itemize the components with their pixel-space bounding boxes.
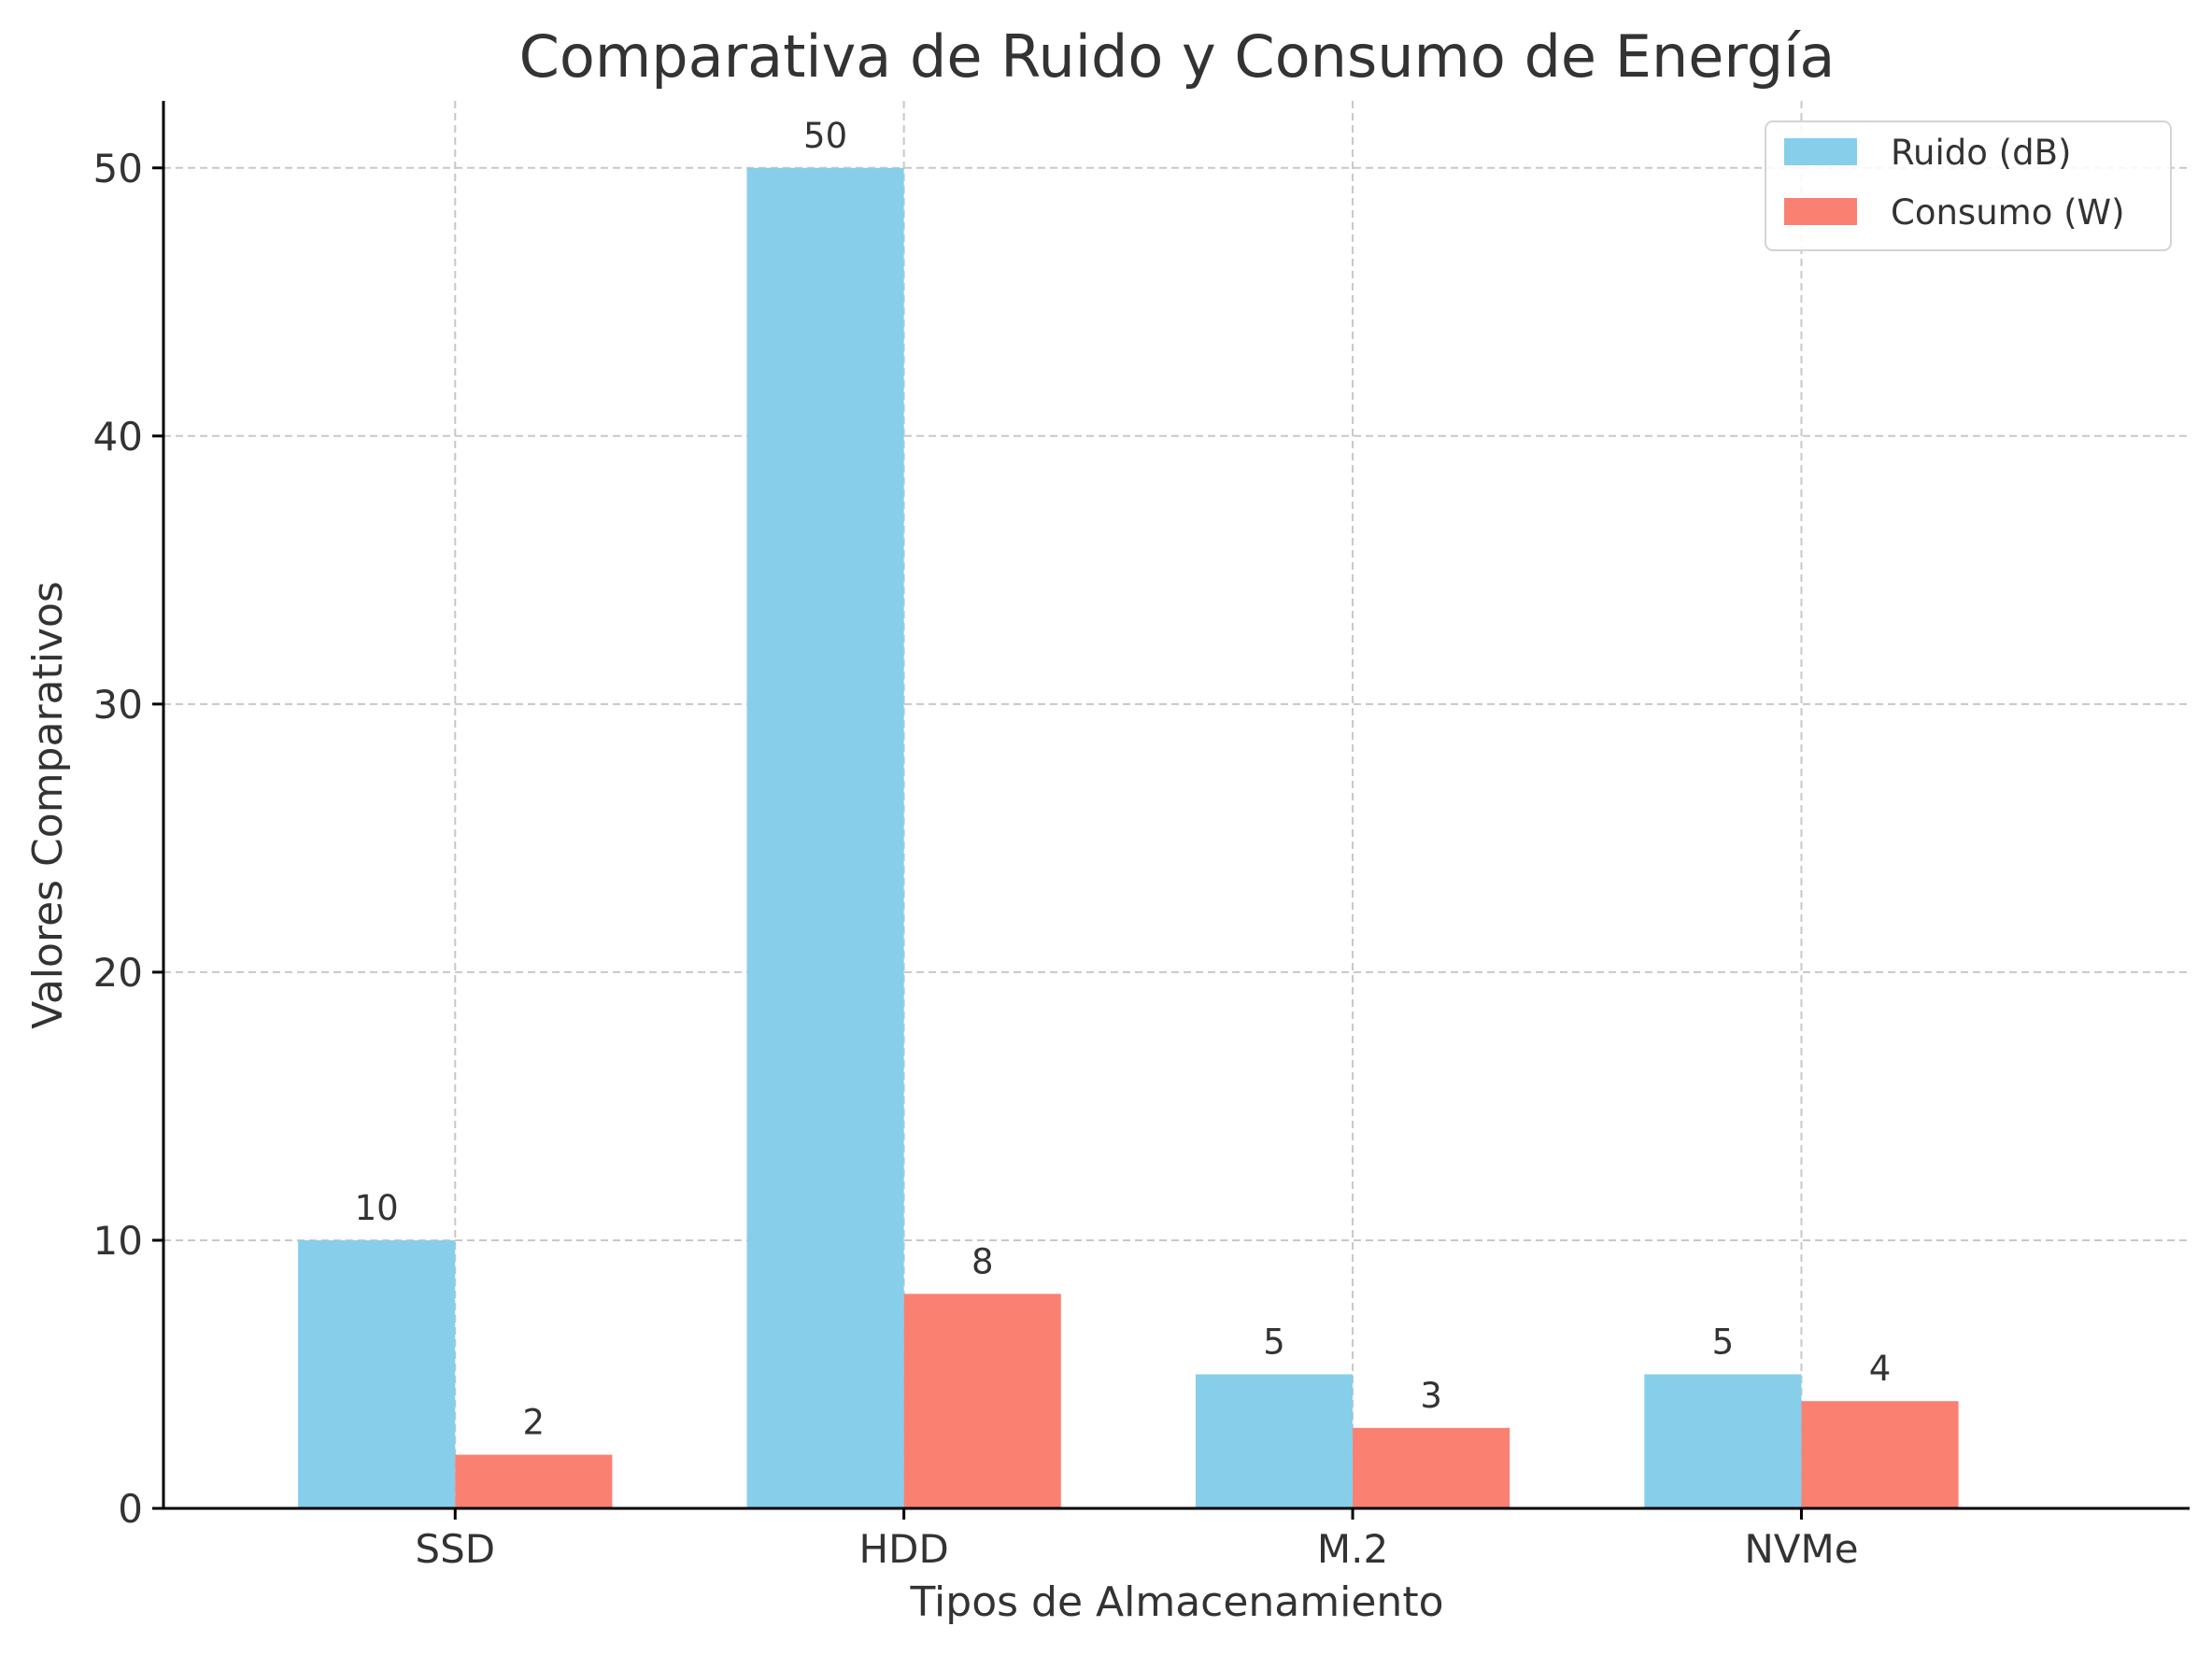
data-label: 8 xyxy=(971,1241,994,1281)
bar-ruido-db-ssd xyxy=(298,1239,456,1508)
bar-consumo-w-hdd xyxy=(903,1294,1061,1508)
x-tick-label: HDD xyxy=(859,1526,949,1572)
legend-swatch xyxy=(1784,138,1857,165)
x-axis-label: Tipos de Almacenamiento xyxy=(910,1578,1444,1626)
chart-title: Comparativa de Ruido y Consumo de Energí… xyxy=(519,22,1836,91)
grid-lines xyxy=(163,101,2190,1508)
y-tick-label: 20 xyxy=(93,950,143,996)
legend-label: Ruido (dB) xyxy=(1891,133,2071,173)
bar-ruido-db-hdd xyxy=(746,167,904,1508)
legend-label: Consumo (W) xyxy=(1891,192,2125,233)
data-label: 4 xyxy=(1869,1349,1892,1389)
data-label: 50 xyxy=(803,116,847,156)
bar-ruido-db-nvme xyxy=(1644,1374,1802,1508)
y-tick-label: 50 xyxy=(93,146,143,191)
bar-consumo-w-m-2 xyxy=(1353,1427,1510,1508)
tick-labels: 0 10 20 30 40 50 SSD HDD M.2 NVMe xyxy=(93,146,1859,1572)
data-label: 2 xyxy=(523,1403,546,1443)
x-tick-label: M.2 xyxy=(1317,1526,1388,1572)
bar-ruido-db-m-2 xyxy=(1195,1374,1354,1508)
legend: Ruido (dB) Consumo (W) xyxy=(1765,120,2172,251)
data-label: 5 xyxy=(1263,1322,1285,1362)
y-tick-label: 10 xyxy=(93,1218,143,1264)
bars xyxy=(298,167,1959,1508)
y-tick-label: 30 xyxy=(93,682,143,728)
y-axis-label: Valores Comparativos xyxy=(24,581,72,1029)
x-tick-label: NVMe xyxy=(1744,1526,1858,1572)
bar-consumo-w-ssd xyxy=(455,1454,613,1508)
bar-consumo-w-nvme xyxy=(1801,1401,1959,1508)
y-tick-label: 0 xyxy=(118,1486,143,1532)
x-tick-label: SSD xyxy=(415,1526,495,1572)
legend-box xyxy=(1765,120,2172,251)
legend-swatch xyxy=(1784,198,1857,225)
data-label: 3 xyxy=(1420,1376,1442,1416)
y-tick-label: 40 xyxy=(93,414,143,460)
data-label: 10 xyxy=(355,1188,399,1228)
data-label: 5 xyxy=(1712,1322,1735,1362)
axes xyxy=(152,101,2190,1520)
data-labels: 10 50 5 5 2 8 3 4 xyxy=(355,116,1892,1443)
